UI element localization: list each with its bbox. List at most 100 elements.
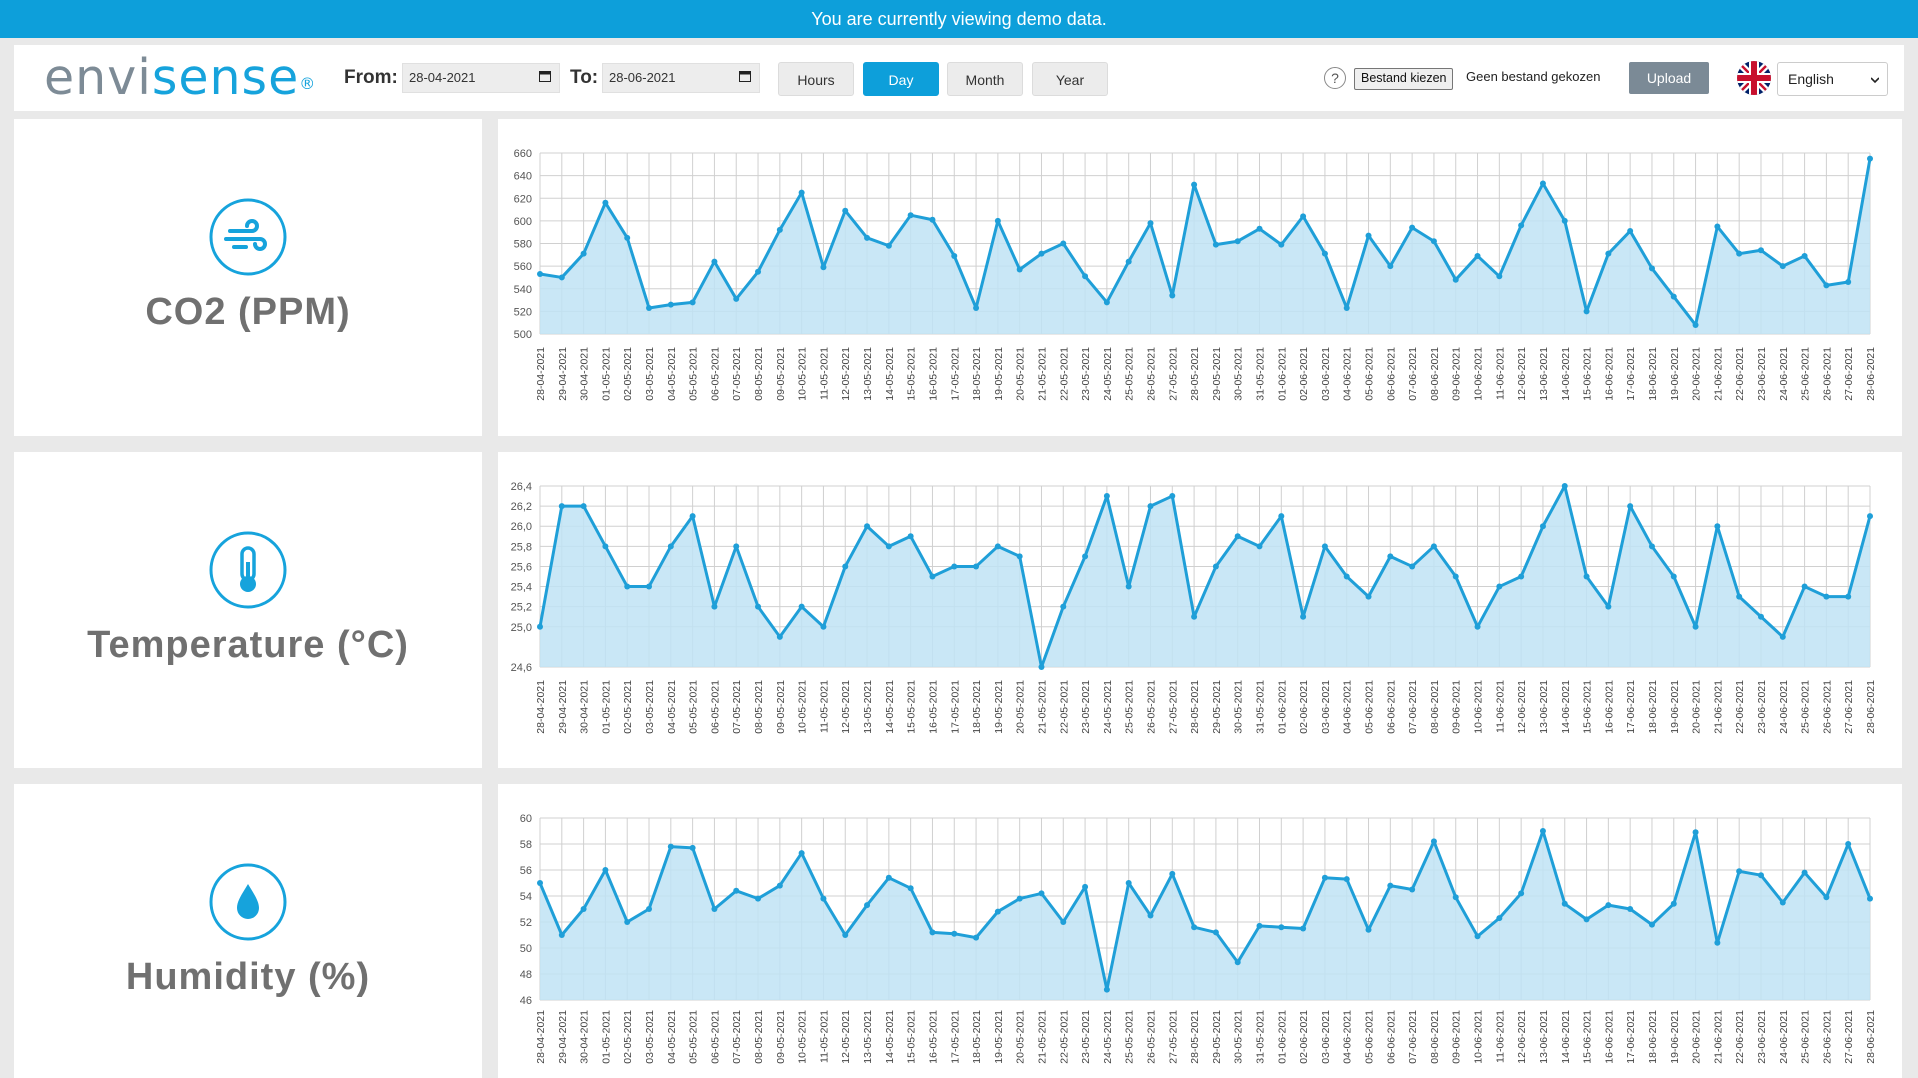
data-point[interactable] bbox=[1256, 922, 1263, 929]
data-point[interactable] bbox=[1452, 573, 1459, 580]
data-point[interactable] bbox=[929, 573, 936, 580]
data-point[interactable] bbox=[733, 295, 740, 302]
data-point[interactable] bbox=[689, 299, 696, 306]
calendar-icon[interactable] bbox=[739, 70, 751, 82]
data-point[interactable] bbox=[1147, 220, 1154, 227]
data-point[interactable] bbox=[864, 902, 871, 909]
data-point[interactable] bbox=[755, 895, 762, 902]
data-point[interactable] bbox=[907, 885, 914, 892]
data-point[interactable] bbox=[1365, 926, 1372, 933]
data-point[interactable] bbox=[820, 623, 827, 630]
data-point[interactable] bbox=[929, 929, 936, 936]
data-point[interactable] bbox=[1365, 232, 1372, 239]
data-point[interactable] bbox=[1169, 870, 1176, 877]
data-point[interactable] bbox=[1212, 929, 1219, 936]
data-point[interactable] bbox=[1518, 573, 1525, 580]
data-point[interactable] bbox=[558, 932, 565, 938]
data-point[interactable] bbox=[1496, 583, 1503, 590]
data-point[interactable] bbox=[689, 844, 696, 851]
data-point[interactable] bbox=[1627, 228, 1634, 235]
data-point[interactable] bbox=[1714, 523, 1721, 530]
data-point[interactable] bbox=[1452, 276, 1459, 283]
data-point[interactable] bbox=[1060, 919, 1067, 925]
data-point[interactable] bbox=[1409, 886, 1416, 893]
data-point[interactable] bbox=[1430, 543, 1437, 550]
data-point[interactable] bbox=[755, 603, 762, 610]
data-point[interactable] bbox=[776, 226, 783, 233]
data-point[interactable] bbox=[1256, 225, 1263, 232]
data-point[interactable] bbox=[1103, 299, 1110, 306]
data-point[interactable] bbox=[951, 563, 958, 570]
data-point[interactable] bbox=[667, 301, 674, 308]
data-point[interactable] bbox=[1300, 613, 1307, 620]
data-point[interactable] bbox=[1648, 543, 1655, 550]
data-point[interactable] bbox=[1648, 265, 1655, 272]
range-year-button[interactable]: Year bbox=[1032, 62, 1108, 96]
data-point[interactable] bbox=[1430, 838, 1437, 845]
data-point[interactable] bbox=[885, 874, 892, 881]
data-point[interactable] bbox=[1823, 894, 1830, 901]
data-point[interactable] bbox=[1736, 250, 1743, 257]
data-point[interactable] bbox=[558, 274, 565, 281]
data-point[interactable] bbox=[1736, 868, 1743, 875]
upload-button[interactable]: Upload bbox=[1629, 62, 1709, 94]
data-point[interactable] bbox=[1147, 912, 1154, 919]
data-point[interactable] bbox=[842, 563, 849, 570]
data-point[interactable] bbox=[1518, 890, 1525, 897]
data-point[interactable] bbox=[1387, 263, 1394, 270]
data-point[interactable] bbox=[646, 906, 653, 912]
data-point[interactable] bbox=[1845, 841, 1852, 847]
data-point[interactable] bbox=[1212, 241, 1219, 248]
data-point[interactable] bbox=[1038, 664, 1045, 670]
data-point[interactable] bbox=[1082, 883, 1089, 890]
data-point[interactable] bbox=[1801, 583, 1808, 590]
data-point[interactable] bbox=[1779, 899, 1786, 906]
data-point[interactable] bbox=[537, 623, 543, 630]
data-point[interactable] bbox=[1103, 986, 1110, 993]
data-point[interactable] bbox=[820, 264, 827, 271]
data-point[interactable] bbox=[1605, 250, 1612, 257]
data-point[interactable] bbox=[864, 523, 871, 530]
data-point[interactable] bbox=[1845, 278, 1852, 285]
data-point[interactable] bbox=[624, 234, 631, 241]
data-point[interactable] bbox=[1169, 292, 1176, 299]
calendar-icon[interactable] bbox=[539, 70, 551, 82]
data-point[interactable] bbox=[1583, 916, 1590, 923]
data-point[interactable] bbox=[907, 533, 914, 540]
data-point[interactable] bbox=[1147, 503, 1154, 510]
data-point[interactable] bbox=[1234, 959, 1241, 966]
data-point[interactable] bbox=[1605, 902, 1612, 909]
data-point[interactable] bbox=[1474, 252, 1481, 259]
choose-file-button[interactable]: Bestand kiezen bbox=[1354, 68, 1454, 90]
data-point[interactable] bbox=[1452, 894, 1459, 901]
data-point[interactable] bbox=[1060, 603, 1067, 610]
data-point[interactable] bbox=[733, 887, 740, 894]
data-point[interactable] bbox=[1234, 238, 1241, 245]
data-point[interactable] bbox=[1561, 483, 1568, 489]
data-point[interactable] bbox=[973, 304, 980, 311]
data-point[interactable] bbox=[733, 543, 740, 550]
data-point[interactable] bbox=[1016, 553, 1023, 560]
data-point[interactable] bbox=[667, 843, 674, 850]
data-point[interactable] bbox=[1191, 613, 1198, 620]
data-point[interactable] bbox=[1125, 258, 1132, 265]
data-point[interactable] bbox=[1474, 933, 1481, 940]
data-point[interactable] bbox=[820, 895, 827, 902]
data-point[interactable] bbox=[1016, 895, 1023, 902]
data-point[interactable] bbox=[755, 268, 762, 275]
data-point[interactable] bbox=[842, 932, 849, 938]
data-point[interactable] bbox=[1823, 282, 1830, 289]
data-point[interactable] bbox=[667, 543, 674, 550]
data-point[interactable] bbox=[1496, 273, 1503, 280]
data-point[interactable] bbox=[1103, 493, 1110, 500]
data-point[interactable] bbox=[994, 908, 1001, 915]
data-point[interactable] bbox=[1561, 217, 1568, 224]
data-point[interactable] bbox=[1583, 308, 1590, 315]
data-point[interactable] bbox=[1300, 213, 1307, 220]
data-point[interactable] bbox=[798, 189, 805, 196]
data-point[interactable] bbox=[1692, 829, 1699, 836]
from-date-input[interactable]: 28-04-2021 bbox=[402, 63, 560, 93]
data-point[interactable] bbox=[1583, 573, 1590, 580]
data-point[interactable] bbox=[1278, 513, 1285, 520]
data-point[interactable] bbox=[1801, 869, 1808, 876]
